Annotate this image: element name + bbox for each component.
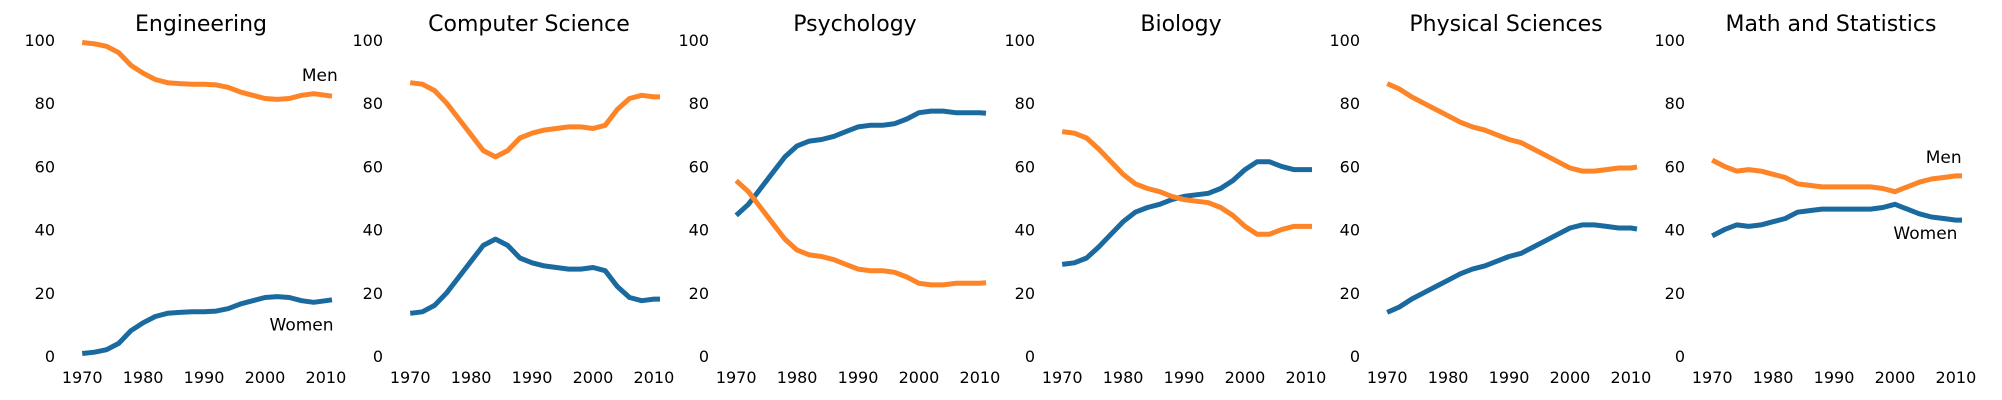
y-tick-label: 60 bbox=[1015, 157, 1035, 176]
panel-title-biology: Biology bbox=[1140, 12, 1221, 37]
y-tick-label: 60 bbox=[1665, 157, 1685, 176]
x-tick-label: 1980 bbox=[123, 368, 164, 387]
x-tick-label: 1980 bbox=[1103, 368, 1144, 387]
panel-title-physical-sciences: Physical Sciences bbox=[1409, 12, 1602, 37]
y-tick-label: 0 bbox=[1025, 347, 1035, 366]
y-tick-label: 40 bbox=[689, 221, 709, 240]
series-line-women-psychology bbox=[734, 108, 987, 218]
panel-title-engineering: Engineering bbox=[135, 12, 267, 37]
panel-title-computer-science: Computer Science bbox=[428, 12, 630, 37]
y-tick-label: 100 bbox=[678, 31, 709, 50]
y-tick-label: 40 bbox=[1340, 221, 1360, 240]
annotation-men: Men bbox=[1926, 148, 1962, 168]
y-tick-label: 80 bbox=[363, 94, 383, 113]
x-tick-label: 1980 bbox=[1428, 368, 1469, 387]
annotation-women: Women bbox=[270, 316, 334, 336]
x-tick-label: 2010 bbox=[306, 368, 347, 387]
y-tick-label: 20 bbox=[1665, 284, 1685, 303]
x-tick-label: 2000 bbox=[245, 368, 286, 387]
x-tick-label: 1970 bbox=[62, 368, 103, 387]
series-line-women-engineering bbox=[81, 294, 333, 356]
y-tick-label: 20 bbox=[1015, 284, 1035, 303]
y-tick-label: 80 bbox=[689, 94, 709, 113]
panel-title-psychology: Psychology bbox=[793, 12, 916, 37]
x-tick-label: 1970 bbox=[1367, 368, 1408, 387]
y-tick-label: 80 bbox=[1015, 94, 1035, 113]
x-tick-label: 1970 bbox=[1042, 368, 1083, 387]
y-tick-label: 60 bbox=[689, 157, 709, 176]
x-tick-label: 2010 bbox=[1611, 368, 1652, 387]
series-line-men-engineering bbox=[81, 40, 333, 102]
annotation-women: Women bbox=[1893, 224, 1957, 244]
x-tick-label: 1980 bbox=[451, 368, 492, 387]
x-tick-label: 1980 bbox=[1753, 368, 1794, 387]
y-tick-label: 60 bbox=[363, 157, 383, 176]
y-tick-label: 40 bbox=[1665, 221, 1685, 240]
y-tick-label: 100 bbox=[1654, 31, 1685, 50]
x-tick-label: 1990 bbox=[1814, 368, 1855, 387]
x-tick-label: 1990 bbox=[184, 368, 225, 387]
x-tick-label: 2010 bbox=[1936, 368, 1977, 387]
x-tick-label: 1970 bbox=[716, 368, 757, 387]
series-line-men-physical-sciences bbox=[1386, 81, 1638, 174]
y-tick-label: 20 bbox=[689, 284, 709, 303]
x-tick-label: 2000 bbox=[1550, 368, 1591, 387]
y-tick-label: 60 bbox=[1340, 157, 1360, 176]
y-tick-label: 40 bbox=[35, 221, 55, 240]
y-tick-label: 80 bbox=[35, 94, 55, 113]
x-tick-label: 2010 bbox=[1286, 368, 1327, 387]
x-tick-label: 1980 bbox=[777, 368, 818, 387]
y-tick-label: 0 bbox=[45, 347, 55, 366]
series-line-men-biology bbox=[1061, 129, 1312, 237]
series-line-women-computer-science bbox=[409, 236, 660, 316]
y-tick-label: 80 bbox=[1665, 94, 1685, 113]
series-line-women-math-and-statistics bbox=[1711, 201, 1962, 239]
x-tick-label: 1970 bbox=[1692, 368, 1733, 387]
y-tick-label: 20 bbox=[35, 284, 55, 303]
y-tick-label: 0 bbox=[699, 347, 709, 366]
x-tick-label: 1990 bbox=[838, 368, 879, 387]
y-tick-label: 40 bbox=[1015, 221, 1035, 240]
series-line-women-physical-sciences bbox=[1386, 222, 1638, 315]
y-tick-label: 60 bbox=[35, 157, 55, 176]
x-tick-label: 2010 bbox=[960, 368, 1001, 387]
x-tick-label: 2000 bbox=[1875, 368, 1916, 387]
y-tick-label: 100 bbox=[1004, 31, 1035, 50]
series-line-men-math-and-statistics bbox=[1711, 157, 1962, 195]
panel-title-math-and-statistics: Math and Statistics bbox=[1726, 12, 1937, 37]
x-tick-label: 2000 bbox=[573, 368, 614, 387]
y-tick-label: 0 bbox=[1350, 347, 1360, 366]
x-tick-label: 2000 bbox=[1225, 368, 1266, 387]
y-tick-label: 100 bbox=[352, 31, 383, 50]
y-tick-label: 100 bbox=[24, 31, 55, 50]
x-tick-label: 2010 bbox=[634, 368, 675, 387]
x-tick-label: 1970 bbox=[390, 368, 431, 387]
x-tick-label: 2000 bbox=[899, 368, 940, 387]
y-tick-label: 20 bbox=[1340, 284, 1360, 303]
y-tick-label: 0 bbox=[373, 347, 383, 366]
y-tick-label: 0 bbox=[1675, 347, 1685, 366]
x-tick-label: 1990 bbox=[512, 368, 553, 387]
annotation-men: Men bbox=[302, 66, 338, 86]
y-tick-label: 80 bbox=[1340, 94, 1360, 113]
series-line-women-biology bbox=[1061, 159, 1312, 267]
y-tick-label: 100 bbox=[1329, 31, 1360, 50]
y-tick-label: 40 bbox=[363, 221, 383, 240]
x-tick-label: 1990 bbox=[1489, 368, 1530, 387]
series-line-men-computer-science bbox=[409, 80, 660, 160]
y-tick-label: 20 bbox=[363, 284, 383, 303]
x-tick-label: 1990 bbox=[1164, 368, 1205, 387]
series-line-men-psychology bbox=[734, 178, 987, 288]
